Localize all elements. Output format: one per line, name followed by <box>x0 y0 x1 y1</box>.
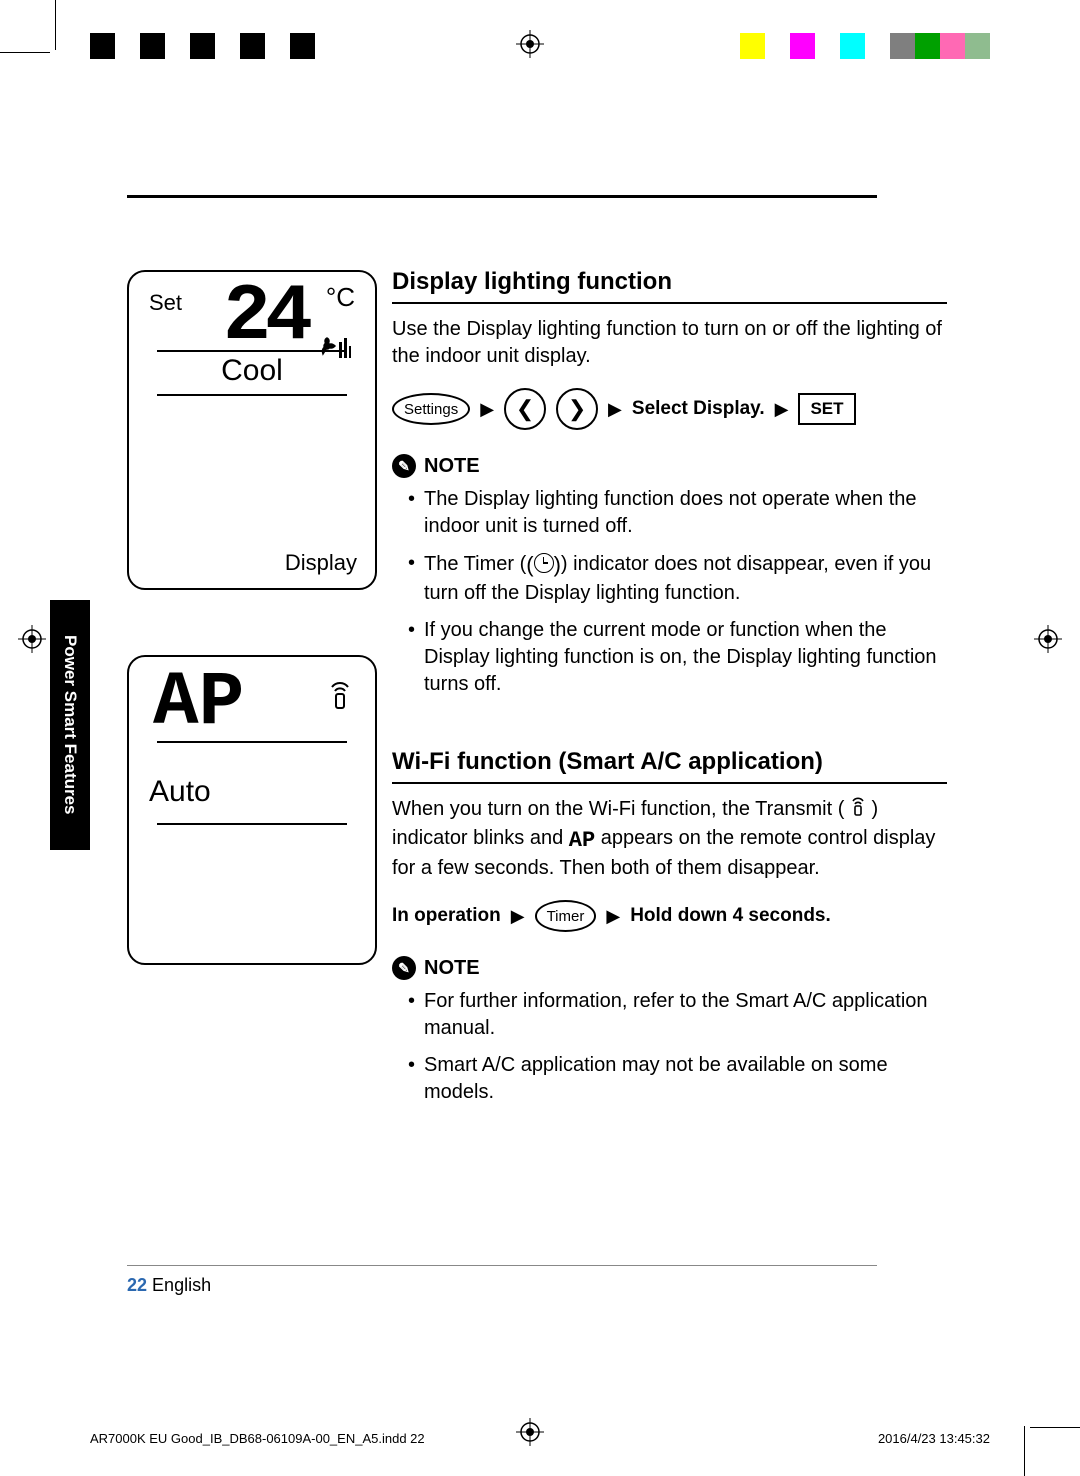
crop-mark <box>1030 1427 1080 1428</box>
note-label: NOTE <box>424 455 480 478</box>
instruction-row: In operation ▶ Timer ▶ Hold down 4 secon… <box>392 900 947 932</box>
instruction-text: Select Display. <box>632 398 765 420</box>
footer-filename: AR7000K EU Good_IB_DB68-06109A-00_EN_A5.… <box>90 1431 425 1446</box>
color-bars-right <box>740 33 990 59</box>
crop-mark <box>1024 1426 1025 1476</box>
wifi-transmit-icon <box>850 797 866 825</box>
crop-mark <box>0 52 50 53</box>
remote-display-1: Set °C 24 Cool Display <box>127 270 377 590</box>
right-chevron-button-icon: ❯ <box>556 388 598 430</box>
note-item: If you change the current mode or functi… <box>408 617 947 698</box>
note-icon: ✎ <box>392 956 416 980</box>
note-heading: ✎ NOTE <box>392 454 947 478</box>
content-column: Display lighting function Use the Displa… <box>392 268 947 1136</box>
arrow-icon: ▶ <box>606 906 620 927</box>
note-icon: ✎ <box>392 454 416 478</box>
top-rule <box>127 195 877 198</box>
note-item: The Timer (()) indicator does not disapp… <box>408 550 947 607</box>
side-tab: Power Smart Features <box>50 600 90 850</box>
fan-icon <box>317 334 351 369</box>
instruction-text: In operation <box>392 905 501 927</box>
notes-list: The Display lighting function does not o… <box>392 486 947 698</box>
arrow-icon: ▶ <box>608 399 622 420</box>
section-title: Wi-Fi function (Smart A/C application) <box>392 748 947 784</box>
arrow-icon: ▶ <box>775 399 789 420</box>
section-intro: Use the Display lighting function to tur… <box>392 316 947 370</box>
timer-icon <box>534 553 554 573</box>
page-frame: Power Smart Features Set °C 24 Cool Disp… <box>62 100 1020 1376</box>
notes-list: For further information, refer to the Sm… <box>392 988 947 1106</box>
note-item: The Display lighting function does not o… <box>408 486 947 540</box>
page-number: 22 English <box>127 1275 211 1296</box>
remote-unit-label: °C <box>326 282 355 313</box>
registration-mark-icon <box>1034 625 1062 653</box>
note-item: For further information, refer to the Sm… <box>408 988 947 1042</box>
instruction-text: Hold down 4 seconds. <box>630 905 831 927</box>
note-label: NOTE <box>424 957 480 980</box>
settings-button-icon: Settings <box>392 393 470 425</box>
section-intro: When you turn on the Wi-Fi function, the… <box>392 796 947 883</box>
remote-display-2: AP Auto <box>127 655 377 965</box>
note-item: Smart A/C application may not be availab… <box>408 1052 947 1106</box>
remote-set-label: Set <box>149 290 182 316</box>
registration-mark-icon <box>18 625 46 653</box>
footer-meta: AR7000K EU Good_IB_DB68-06109A-00_EN_A5.… <box>90 1431 990 1446</box>
remote-display-label: Display <box>285 550 357 576</box>
arrow-icon: ▶ <box>511 906 525 927</box>
section-title: Display lighting function <box>392 268 947 304</box>
bottom-rule <box>127 1265 877 1266</box>
instruction-row: Settings ▶ ❮ ❯ ▶ Select Display. ▶ SET <box>392 388 947 430</box>
remote-mode-label: Auto <box>149 775 211 809</box>
footer-timestamp: 2016/4/23 13:45:32 <box>878 1431 990 1446</box>
crop-mark <box>55 0 56 50</box>
arrow-icon: ▶ <box>480 399 494 420</box>
timer-button-icon: Timer <box>535 900 597 932</box>
wifi-transmit-icon <box>327 681 353 718</box>
ap-text-icon: AP <box>569 826 595 856</box>
left-chevron-button-icon: ❮ <box>504 388 546 430</box>
note-heading: ✎ NOTE <box>392 956 947 980</box>
color-bars-left <box>90 33 340 59</box>
registration-mark-icon <box>516 30 544 58</box>
set-button-icon: SET <box>798 393 855 425</box>
